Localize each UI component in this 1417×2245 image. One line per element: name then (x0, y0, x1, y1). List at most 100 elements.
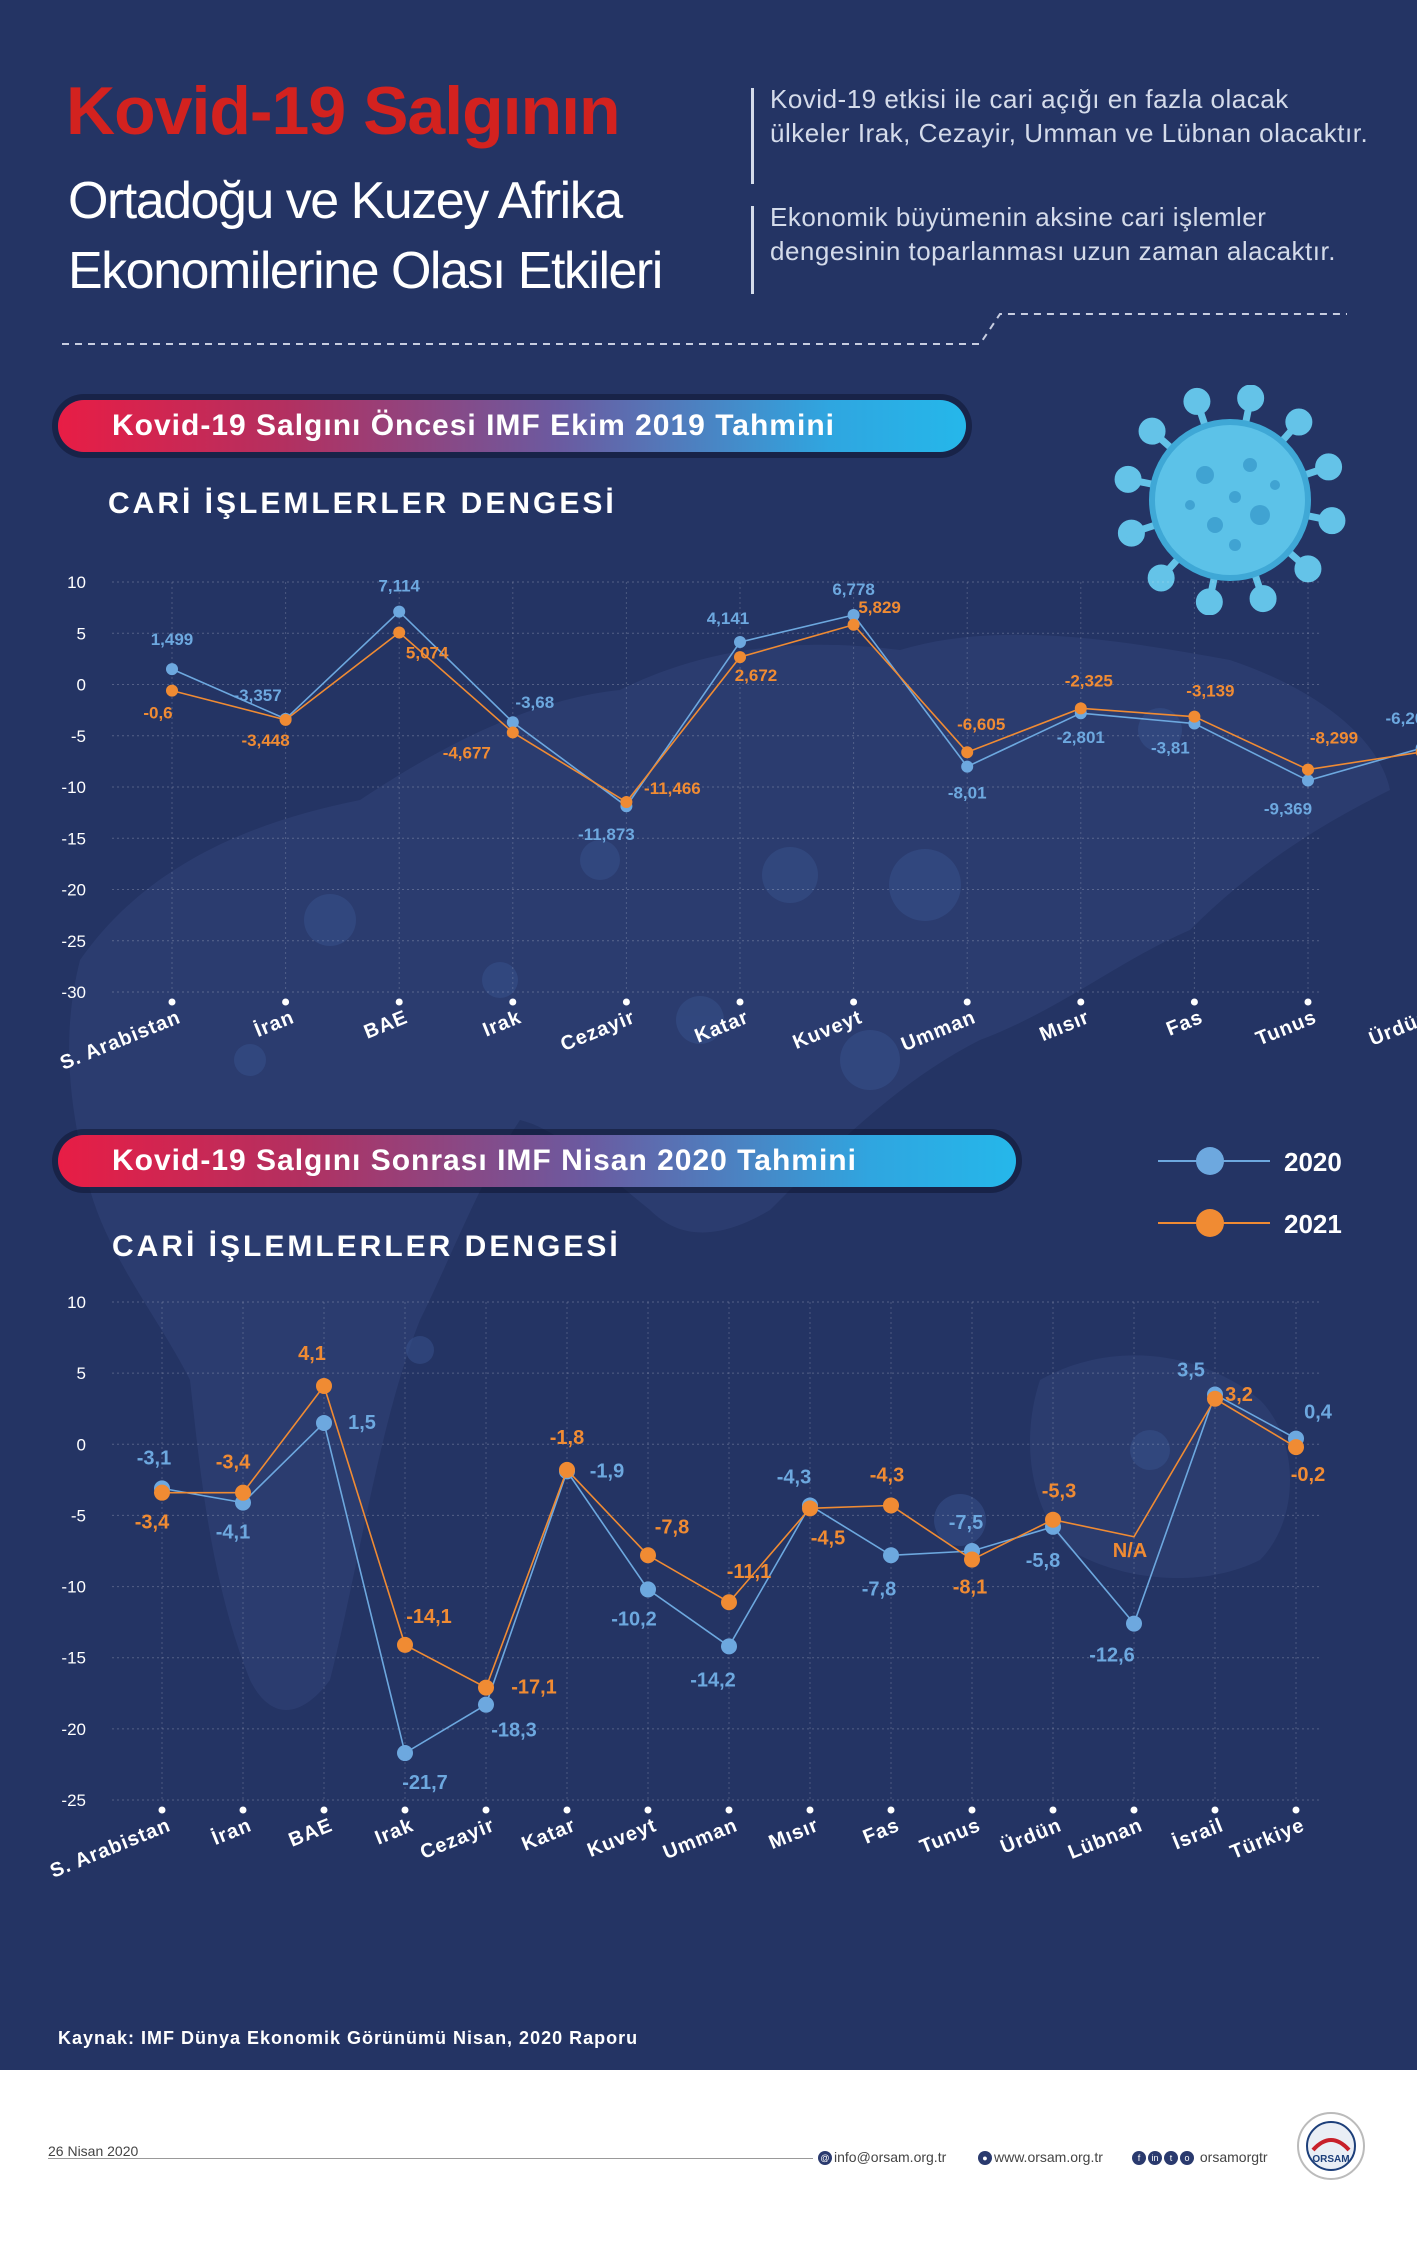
logo-text: ORSAM (1312, 2154, 1349, 2165)
y-tick-label: 0 (77, 1435, 86, 1454)
data-point-2020 (393, 605, 406, 618)
x-tick-dot (1292, 1806, 1300, 1814)
footer-website-link[interactable]: ● www.orsam.org.tr (978, 2149, 1103, 2166)
data-point-2020 (166, 663, 178, 676)
data-label-2020: -7,5 (949, 1512, 983, 1534)
data-label-2020: -18,3 (491, 1720, 537, 1742)
data-point-2021 (883, 1497, 899, 1514)
x-tick-dot (509, 998, 517, 1006)
virus-spike-tip (1318, 507, 1346, 535)
x-tick-dot (158, 1806, 166, 1814)
data-label-2020: -1,9 (590, 1460, 624, 1482)
data-point-2020 (721, 1638, 737, 1655)
data-label-2020: 7,114 (378, 577, 420, 596)
y-tick-label: -5 (71, 1506, 86, 1525)
intro-text-1: Kovid-19 etkisi ile cari açığı en fazla … (770, 84, 1369, 148)
data-label-2021: 5,829 (858, 598, 901, 617)
footer-social-links[interactable]: f in t o orsamorgtr (1132, 2149, 1268, 2166)
subtitle-line-1: Ortadoğu ve Kuzey Afrika (68, 172, 623, 230)
y-tick-label: -20 (61, 881, 86, 900)
data-label-2021: -3,448 (241, 731, 289, 750)
data-point-2021 (559, 1461, 575, 1478)
x-category-label: İran (209, 1813, 255, 1850)
virus-spike-tip (1114, 465, 1142, 493)
data-label-2020: -4,3 (777, 1466, 811, 1488)
y-tick-label: -25 (61, 932, 86, 951)
data-point-2021 (1288, 1439, 1304, 1456)
subtitle-line-2: Ekonomilerine Olası Etkileri (68, 242, 663, 300)
source-note: Kaynak: IMF Dünya Ekonomik Görünümü Nisa… (58, 2028, 639, 2048)
chart1-banner: Kovid-19 Salgını Öncesi IMF Ekim 2019 Ta… (58, 400, 966, 452)
x-tick-dot (963, 998, 971, 1006)
y-tick-label: -30 (61, 983, 86, 1002)
data-label-2020: -9,369 (1264, 800, 1312, 819)
x-tick-dot (725, 1806, 733, 1814)
orsam-logo: ORSAM (1297, 2112, 1365, 2180)
data-label-2021: -4,5 (811, 1527, 845, 1549)
data-point-2021 (235, 1484, 251, 1501)
virus-icon (1114, 385, 1346, 615)
data-point-2021 (397, 1636, 413, 1653)
header-divider (62, 313, 1347, 345)
y-tick-label: -15 (61, 1649, 86, 1668)
data-label-2020: -3,81 (1151, 739, 1190, 758)
data-label-2021: -3,4 (135, 1512, 170, 1534)
chart1-title: CARİ İŞLEMLERLER DENGESİ (108, 487, 617, 520)
data-label-2020: -3,1 (137, 1447, 171, 1469)
x-tick-dot (1049, 1806, 1057, 1814)
x-tick-dot (395, 998, 403, 1006)
data-point-2021 (721, 1594, 737, 1611)
footer-date: 26 Nisan 2020 (48, 2143, 139, 2159)
globe-icon: ● (978, 2151, 992, 2166)
data-point-2021 (620, 796, 633, 809)
data-label-2020: -6,203 (1385, 709, 1417, 728)
footer-email-link[interactable]: @ info@orsam.org.tr (818, 2149, 946, 2166)
data-label-2021: -3,4 (216, 1452, 251, 1474)
data-label-2021: -8,1 (953, 1577, 987, 1599)
x-tick-dot (320, 1806, 328, 1814)
y-tick-label: 5 (77, 1364, 86, 1383)
data-label-2021: -3,139 (1186, 682, 1234, 701)
virus-spike-tip (1195, 588, 1223, 615)
data-point-2020 (397, 1745, 413, 1762)
data-label-2020: -3,357 (233, 686, 281, 705)
x-category-label: Fas (860, 1814, 903, 1848)
data-point-2021 (1188, 710, 1201, 723)
data-point-2021 (478, 1679, 494, 1696)
x-tick-dot (1304, 998, 1312, 1006)
x-tick-dot (239, 1806, 247, 1814)
x-category-label: Ürdün (997, 1813, 1065, 1858)
data-label-2021: 3,2 (1225, 1384, 1253, 1406)
data-label-2020: 0,4 (1304, 1402, 1333, 1424)
data-label-2021: 5,074 (406, 643, 449, 662)
data-label-2021: -11,1 (727, 1561, 771, 1583)
x-tick-dot (968, 1806, 976, 1814)
y-tick-label: 10 (67, 1293, 86, 1312)
data-label-2020: -12,6 (1089, 1645, 1135, 1667)
data-label-2021: -5,3 (1042, 1481, 1076, 1503)
data-label-2020: -14,2 (690, 1669, 736, 1691)
y-tick-label: 0 (77, 676, 86, 695)
data-point-2021 (964, 1551, 980, 1568)
data-point-2021 (506, 726, 519, 739)
x-tick-dot (887, 1806, 895, 1814)
footer-social: orsamorgtr (1199, 2149, 1268, 2165)
x-tick-dot (482, 1806, 490, 1814)
mail-icon: @ (818, 2151, 832, 2166)
data-label-2020: 3,5 (1177, 1359, 1205, 1381)
virus-spike-tip (1249, 585, 1277, 613)
intro-bar-2 (751, 206, 754, 294)
data-label-2020: -21,7 (402, 1772, 448, 1794)
data-label-2021: -6,605 (957, 715, 1005, 734)
virus-spike-tip (1117, 519, 1145, 547)
x-tick-dot (1211, 1806, 1219, 1814)
data-label-2021: -0,2 (1291, 1464, 1325, 1486)
facebook-icon: f (1132, 2151, 1146, 2166)
data-point-2021 (393, 626, 406, 639)
data-label-2020: -5,8 (1026, 1550, 1060, 1572)
x-category-label: Türkiye (1227, 1814, 1308, 1864)
legend-label-2021: 2021 (1284, 1209, 1342, 1239)
data-label-2021: -4,3 (870, 1464, 904, 1486)
x-category-label: Cezayir (417, 1814, 498, 1864)
